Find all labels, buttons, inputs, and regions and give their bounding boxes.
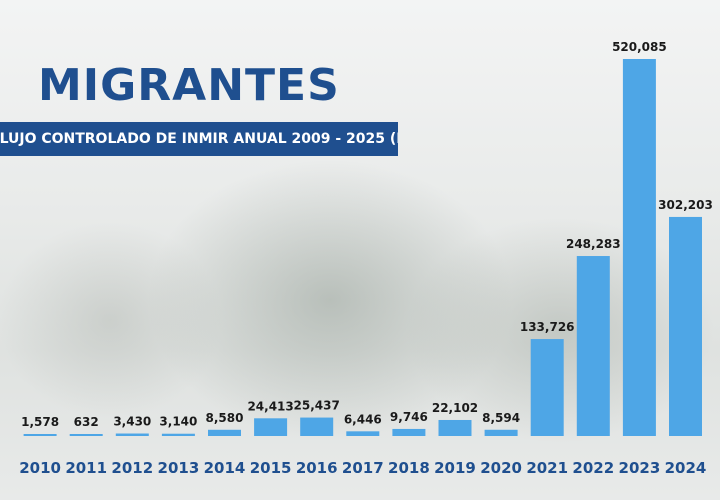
value-label-2019: 22,102	[432, 401, 478, 415]
x-tick-label-2024: 2024	[665, 459, 707, 477]
bar-2018	[392, 428, 426, 436]
bar-2016	[300, 417, 334, 436]
bar-2011	[69, 434, 103, 436]
x-tick-label-2016: 2016	[296, 459, 338, 477]
value-label-2024: 302,203	[658, 198, 713, 212]
x-tick-label-2011: 2011	[65, 459, 107, 477]
x-tick-label-2018: 2018	[388, 459, 430, 477]
bar-2017	[346, 431, 380, 436]
x-tick-label-2021: 2021	[526, 459, 568, 477]
value-label-2023: 520,085	[612, 40, 667, 54]
x-tick-labels-group: 9201020112012201320142015201620172018201…	[19, 459, 707, 477]
bar-2013	[161, 433, 195, 436]
bars-group	[23, 59, 702, 436]
x-tick-label-2010: 2010	[19, 459, 61, 477]
value-label-2014: 8,580	[206, 411, 244, 425]
value-label-2016: 25,437	[294, 399, 340, 413]
bar-2015	[254, 418, 288, 436]
bar-2010	[23, 434, 57, 436]
x-tick-label-2023: 2023	[619, 459, 661, 477]
x-tick-label-2012: 2012	[111, 459, 153, 477]
value-label-2010: 1,578	[21, 415, 59, 429]
bar-2012	[115, 433, 149, 436]
bar-2022	[576, 256, 610, 436]
x-tick-label-2013: 2013	[158, 459, 200, 477]
value-label-2022: 248,283	[566, 237, 621, 251]
value-label-2013: 3,140	[159, 415, 197, 429]
x-tick-label-2022: 2022	[572, 459, 614, 477]
chart-subtitle: FLUJO CONTROLADO DE INMIR ANUAL 2009 - 2…	[0, 131, 398, 147]
bar-2024	[669, 216, 702, 436]
x-tick-label-2015: 2015	[250, 459, 292, 477]
x-tick-label-2019: 2019	[434, 459, 476, 477]
value-label-2017: 6,446	[344, 412, 382, 426]
bar-2021	[530, 339, 564, 436]
value-label-2015: 24,413	[247, 399, 293, 413]
bar-2019	[438, 419, 472, 436]
value-label-2011: 632	[74, 415, 99, 429]
value-label-2018: 9,746	[390, 410, 428, 424]
x-tick-label-2020: 2020	[480, 459, 522, 477]
bar-2023	[622, 59, 656, 436]
value-label-2020: 8,594	[482, 411, 520, 425]
subtitle-banner: FLUJO CONTROLADO DE INMIR ANUAL 2009 - 2…	[0, 122, 398, 156]
bar-2014	[208, 429, 241, 436]
bar-2020	[484, 429, 518, 436]
page-title: MIGRANTES	[38, 60, 340, 111]
x-tick-label-2014: 2014	[204, 459, 246, 477]
value-label-2021: 133,726	[520, 320, 575, 334]
x-tick-label-2017: 2017	[342, 459, 384, 477]
value-label-2012: 3,430	[113, 415, 151, 429]
